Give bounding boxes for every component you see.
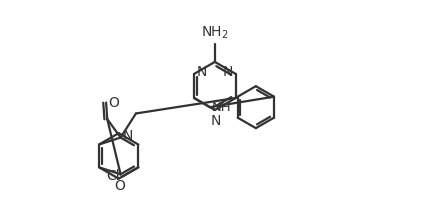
Text: NH: NH <box>212 101 231 114</box>
Text: N: N <box>210 114 221 128</box>
Text: O: O <box>108 96 119 110</box>
Text: N: N <box>223 65 233 79</box>
Text: O: O <box>115 179 125 193</box>
Text: N: N <box>123 129 133 143</box>
Text: N: N <box>197 65 207 79</box>
Text: NH$_2$: NH$_2$ <box>201 25 229 41</box>
Text: Cl: Cl <box>107 169 120 183</box>
